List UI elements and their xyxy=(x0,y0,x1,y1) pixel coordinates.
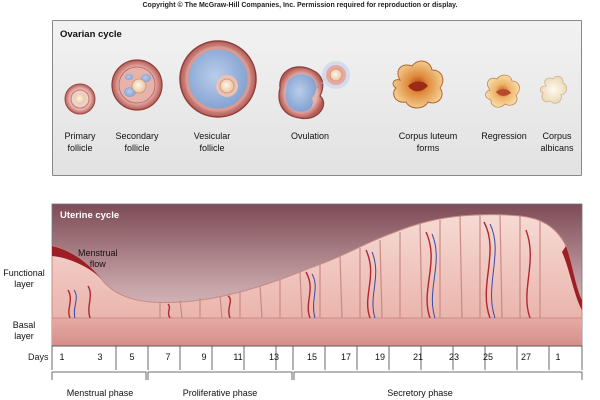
day-tick: 13 xyxy=(268,352,280,362)
secretory-phase-label: Secretory phase xyxy=(387,388,453,398)
day-tick: 25 xyxy=(482,352,494,362)
label-corpus-albicans: Corpus albicans xyxy=(540,131,574,153)
uterine-cycle-panel xyxy=(51,203,583,380)
day-tick: 17 xyxy=(340,352,352,362)
copyright-notice: Copyright © The McGraw-Hill Companies, I… xyxy=(142,2,458,9)
label-regression: Regression xyxy=(481,131,527,141)
vesicular-follicle-icon xyxy=(179,40,257,118)
day-tick: 1 xyxy=(555,352,561,362)
functional-layer-label: Functional layer xyxy=(3,268,45,289)
day-tick: 15 xyxy=(306,352,318,362)
day-tick: 9 xyxy=(201,352,207,362)
primary-follicle-icon xyxy=(64,83,96,115)
day-tick: 19 xyxy=(374,352,386,362)
regression-icon xyxy=(485,74,520,108)
days-label: Days xyxy=(28,352,49,362)
day-tick: 27 xyxy=(520,352,532,362)
label-corpus-luteum: Corpus luteum forms xyxy=(398,131,458,153)
day-tick: 3 xyxy=(97,352,103,362)
menstrual-flow-label: Menstrual flow xyxy=(78,248,118,269)
secondary-follicle-icon xyxy=(111,59,163,111)
ovarian-cycle-title: Ovarian cycle xyxy=(60,29,122,40)
label-ovulation: Ovulation xyxy=(290,131,330,141)
menstrual-phase-label: Menstrual phase xyxy=(66,388,134,398)
day-tick: 11 xyxy=(233,352,243,362)
day-tick: 7 xyxy=(165,352,171,362)
day-tick: 23 xyxy=(448,352,460,362)
uterine-cycle-title: Uterine cycle xyxy=(60,210,120,221)
ovulation-icon xyxy=(278,61,350,120)
label-vesicular-follicle: Vesicular follicle xyxy=(193,131,231,153)
corpus-albicans-icon xyxy=(539,75,567,104)
day-tick: 1 xyxy=(59,352,65,362)
proliferative-phase-label: Proliferative phase xyxy=(182,388,258,398)
label-primary-follicle: Primary follicle xyxy=(64,131,96,153)
basal-layer-label: Basal layer xyxy=(12,320,36,341)
corpus-luteum-icon xyxy=(392,60,444,109)
label-secondary-follicle: Secondary follicle xyxy=(115,131,159,153)
day-tick: 21 xyxy=(412,352,424,362)
day-tick: 5 xyxy=(129,352,135,362)
